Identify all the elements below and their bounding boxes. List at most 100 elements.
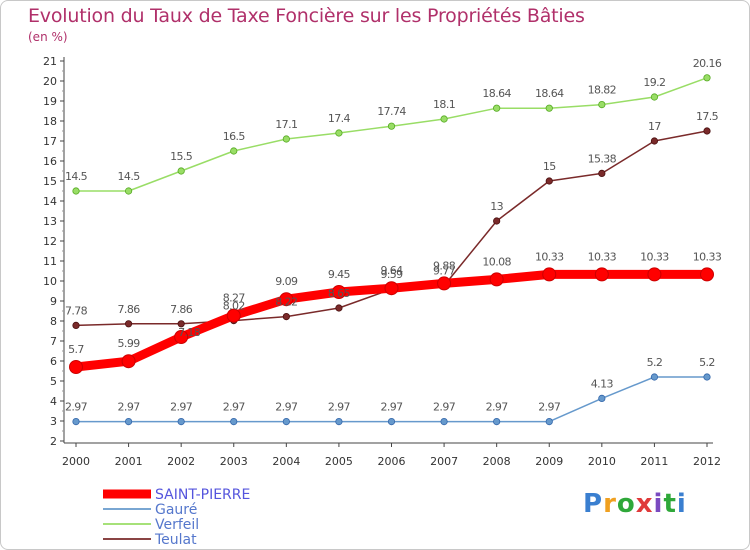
data-point xyxy=(72,187,80,195)
y-tick-label: 7 xyxy=(50,335,57,348)
data-point xyxy=(72,417,80,426)
data-label: 7.18 xyxy=(178,326,201,339)
data-label: 17.5 xyxy=(696,110,719,123)
y-tick-label: 19 xyxy=(43,95,57,108)
data-label: 18.64 xyxy=(482,87,511,100)
data-point xyxy=(124,417,133,426)
data-point xyxy=(335,129,343,137)
data-label: 17.4 xyxy=(328,112,351,125)
data-label: 2.97 xyxy=(380,401,403,414)
data-label: 15.38 xyxy=(588,152,617,165)
y-tick-label: 18 xyxy=(43,115,57,128)
data-point xyxy=(335,304,343,312)
x-tick-label: 2010 xyxy=(588,455,616,468)
data-label: 17.74 xyxy=(377,105,406,118)
data-label: 10.08 xyxy=(482,255,511,268)
data-label: 16.5 xyxy=(223,130,246,143)
data-point xyxy=(703,127,711,135)
data-label: 10.33 xyxy=(693,250,722,263)
data-point xyxy=(440,115,448,123)
y-tick-label: 3 xyxy=(50,415,57,428)
data-label: 9.77 xyxy=(433,265,456,278)
data-point xyxy=(121,354,136,369)
data-point xyxy=(177,320,185,328)
data-label: 19.2 xyxy=(643,76,665,89)
data-point xyxy=(226,308,241,323)
y-tick-label: 21 xyxy=(43,55,57,68)
logo-letter: i xyxy=(676,489,687,519)
data-label: 10.33 xyxy=(640,250,669,263)
data-label: 15.5 xyxy=(170,150,193,163)
logo-letter: o xyxy=(616,489,636,519)
data-point xyxy=(331,285,346,299)
y-tick-label: 12 xyxy=(43,235,57,248)
data-label: 10.33 xyxy=(588,250,617,263)
data-label: 2.97 xyxy=(328,401,351,414)
data-label: 18.64 xyxy=(535,87,564,100)
data-label: 17.1 xyxy=(275,118,297,131)
y-tick-label: 16 xyxy=(43,155,57,168)
legend-label: Teulat xyxy=(154,532,197,548)
data-label: 5.2 xyxy=(699,356,715,369)
legend-label: Gauré xyxy=(155,502,197,518)
y-tick-label: 2 xyxy=(50,435,57,448)
logo-letter: i xyxy=(653,489,664,519)
data-label: 18.82 xyxy=(588,84,617,97)
data-point xyxy=(279,292,294,307)
data-point xyxy=(177,167,185,175)
data-label: 9.09 xyxy=(275,275,298,288)
data-point xyxy=(700,267,714,282)
data-point xyxy=(387,122,396,130)
data-point xyxy=(282,135,290,143)
x-tick-label: 2008 xyxy=(483,455,511,468)
x-tick-label: 2002 xyxy=(167,455,195,468)
y-tick-label: 17 xyxy=(43,135,57,148)
data-point xyxy=(177,417,185,426)
x-tick-label: 2006 xyxy=(378,455,406,468)
y-tick-label: 20 xyxy=(43,75,57,88)
data-label: 2.97 xyxy=(65,401,88,414)
data-point xyxy=(545,417,553,426)
data-point xyxy=(650,137,659,145)
y-tick-label: 11 xyxy=(43,255,57,268)
logo-letter: r xyxy=(603,489,617,519)
data-point xyxy=(703,373,711,381)
data-point xyxy=(598,394,606,402)
logo-letter: P xyxy=(583,489,604,519)
x-tick-label: 2012 xyxy=(693,455,721,468)
legend-label: SAINT-PIERRE xyxy=(155,487,250,503)
data-point xyxy=(230,417,238,426)
data-label: 13 xyxy=(490,200,503,213)
data-label: 8.02 xyxy=(223,300,245,313)
proxiti-logo: Proxiti xyxy=(583,489,687,519)
x-tick-label: 2005 xyxy=(325,455,353,468)
y-tick-label: 15 xyxy=(43,175,57,188)
data-point xyxy=(650,93,659,101)
y-tick-label: 14 xyxy=(43,195,57,208)
data-label: 8.65 xyxy=(328,287,351,300)
data-label: 14.5 xyxy=(65,170,88,183)
x-tick-label: 2004 xyxy=(272,455,300,468)
data-point xyxy=(282,312,290,321)
data-label: 8.22 xyxy=(275,296,297,309)
data-point xyxy=(124,320,133,328)
data-point xyxy=(650,373,659,381)
x-tick-label: 2007 xyxy=(430,455,458,468)
data-point xyxy=(387,417,396,426)
data-label: 9.88 xyxy=(433,259,456,272)
x-tick-label: 2001 xyxy=(115,455,143,468)
data-label: 2.97 xyxy=(223,401,246,414)
x-tick-label: 2009 xyxy=(535,455,563,468)
data-label: 5.7 xyxy=(68,343,84,356)
data-point xyxy=(282,417,290,426)
data-point xyxy=(72,321,80,329)
data-label: 18.1 xyxy=(433,98,455,111)
data-point xyxy=(647,267,662,282)
data-label: 8.27 xyxy=(223,292,246,305)
data-label: 4.13 xyxy=(591,377,614,390)
data-point xyxy=(335,417,343,426)
data-label: 2.97 xyxy=(433,401,456,414)
x-tick-label: 2000 xyxy=(62,455,90,468)
